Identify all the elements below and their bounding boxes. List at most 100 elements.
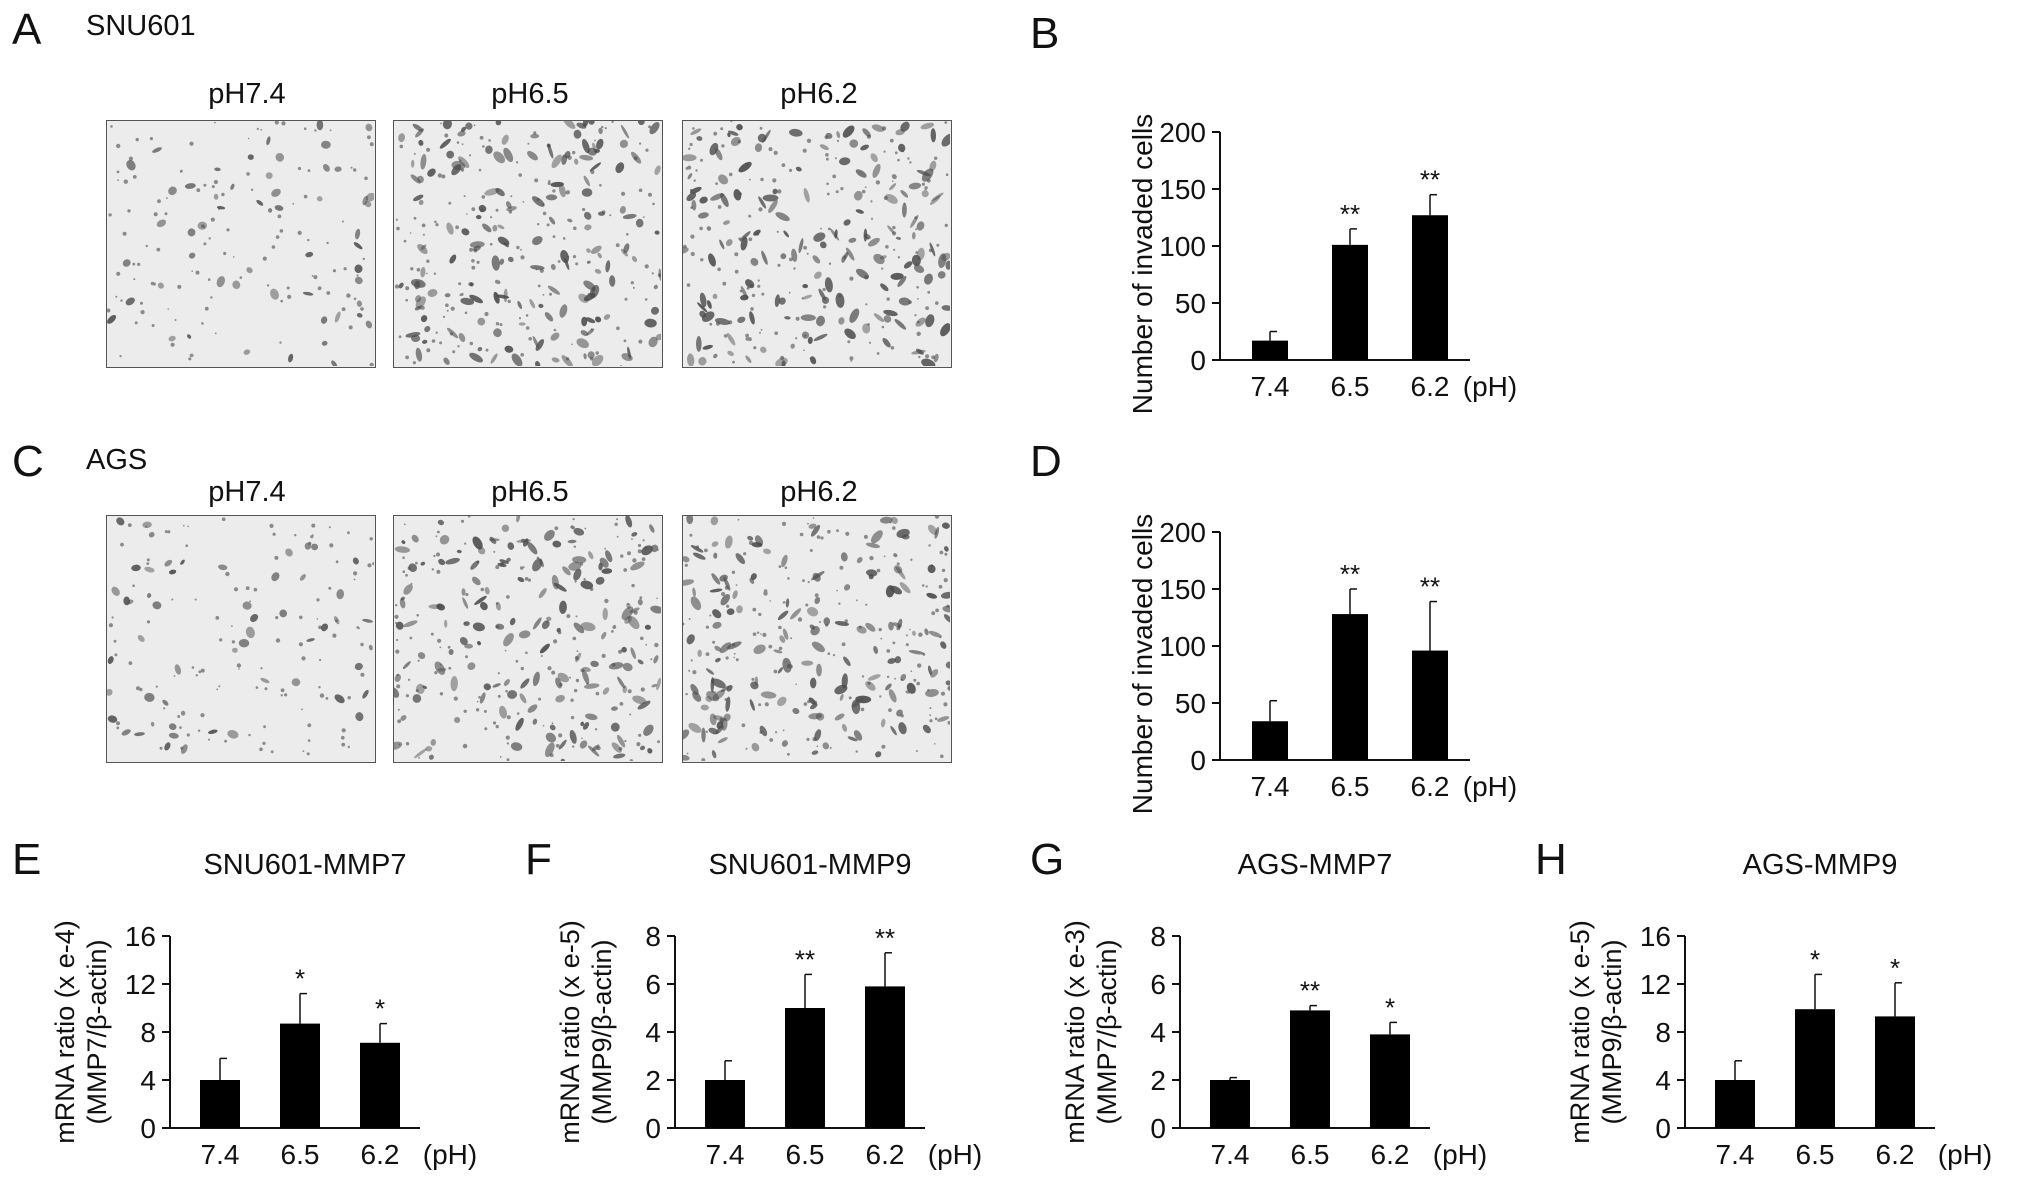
pore-dot xyxy=(687,165,692,170)
invaded-cell xyxy=(686,192,697,202)
invaded-cell xyxy=(777,610,789,620)
invaded-cell xyxy=(538,303,544,309)
invaded-cell xyxy=(420,315,428,323)
invaded-cell xyxy=(583,353,587,360)
pore-dot xyxy=(795,337,798,340)
pore-dot xyxy=(722,281,727,286)
pore-dot xyxy=(493,550,496,553)
pore-dot xyxy=(110,125,113,128)
invaded-cell xyxy=(446,222,454,235)
pore-dot xyxy=(936,243,940,247)
pore-dot xyxy=(208,237,211,240)
pore-dot xyxy=(166,197,168,199)
invaded-cell xyxy=(583,292,596,302)
invaded-cell xyxy=(495,188,505,197)
pore-dot xyxy=(156,247,161,252)
pore-dot xyxy=(396,684,401,689)
invaded-cell xyxy=(107,656,114,665)
invaded-cell xyxy=(800,314,816,322)
pore-dot xyxy=(611,630,614,633)
invaded-cell xyxy=(754,676,759,686)
invaded-cell xyxy=(122,259,131,267)
pore-dot xyxy=(367,563,372,568)
pore-dot xyxy=(695,169,698,172)
x-axis-unit-label: (pH) xyxy=(1463,371,1517,402)
invaded-cell xyxy=(465,122,473,130)
invaded-cell xyxy=(754,143,763,153)
invaded-cell xyxy=(422,685,428,689)
invaded-cell xyxy=(518,630,531,639)
invaded-cell xyxy=(142,521,152,529)
invaded-cell xyxy=(697,212,709,219)
pore-dot xyxy=(186,733,190,737)
invaded-cell xyxy=(637,121,645,126)
invaded-cell xyxy=(478,204,487,213)
invaded-cell xyxy=(903,261,913,269)
invaded-cell xyxy=(893,565,903,574)
invaded-cell xyxy=(649,121,660,135)
invaded-cell xyxy=(595,316,602,323)
pore-dot xyxy=(685,692,688,696)
pore-dot xyxy=(701,758,706,761)
pore-dot xyxy=(832,654,836,657)
invaded-cell xyxy=(890,725,897,736)
pore-dot xyxy=(231,640,235,644)
invaded-cell xyxy=(603,314,611,320)
invaded-cell xyxy=(477,346,483,352)
pore-dot xyxy=(769,738,774,742)
invaded-cell xyxy=(726,641,742,650)
invaded-cell xyxy=(545,732,557,743)
invaded-cell xyxy=(929,195,941,205)
pore-dot xyxy=(150,281,155,286)
invaded-cell xyxy=(887,658,897,664)
invaded-cell xyxy=(589,162,602,172)
pore-dot xyxy=(140,310,145,315)
pore-dot xyxy=(318,686,321,689)
pore-dot xyxy=(395,604,398,607)
pore-dot xyxy=(709,322,713,326)
pore-dot xyxy=(537,223,540,226)
pore-dot xyxy=(360,672,365,677)
pore-dot xyxy=(809,549,813,552)
invaded-cell xyxy=(535,360,541,366)
invaded-cell xyxy=(775,357,788,366)
pore-dot xyxy=(191,666,195,669)
pore-dot xyxy=(177,715,181,718)
invaded-cell xyxy=(394,673,401,683)
pore-dot xyxy=(407,678,411,681)
invaded-cell xyxy=(750,573,757,581)
invaded-cell xyxy=(592,142,597,153)
invaded-cell xyxy=(475,214,482,220)
y-axis-label: Number of invaded cells xyxy=(1127,114,1158,414)
pore-dot xyxy=(177,284,182,289)
invaded-cell xyxy=(720,593,731,606)
pore-dot xyxy=(864,186,867,189)
invaded-cell xyxy=(865,542,881,549)
pore-dot xyxy=(119,355,122,358)
invaded-cell xyxy=(546,616,552,622)
pore-dot xyxy=(405,298,408,302)
pore-dot xyxy=(875,180,881,185)
invaded-cell xyxy=(920,122,935,130)
pore-dot xyxy=(616,518,619,521)
invaded-cell xyxy=(651,683,658,688)
pore-dot xyxy=(939,550,944,555)
pore-dot xyxy=(516,245,520,250)
pore-dot xyxy=(224,739,227,743)
pore-dot xyxy=(196,188,201,193)
invaded-cell xyxy=(541,620,550,630)
pore-dot xyxy=(847,340,851,344)
pore-dot xyxy=(934,516,940,519)
invaded-cell xyxy=(299,574,306,581)
pore-dot xyxy=(405,694,409,698)
pore-dot xyxy=(341,735,345,740)
pore-dot xyxy=(113,639,117,643)
pore-dot xyxy=(807,522,809,525)
pore-dot xyxy=(520,353,524,357)
invaded-cell xyxy=(683,247,689,254)
pore-dot xyxy=(860,707,865,712)
invaded-cell xyxy=(795,166,802,172)
pore-dot xyxy=(328,586,332,590)
